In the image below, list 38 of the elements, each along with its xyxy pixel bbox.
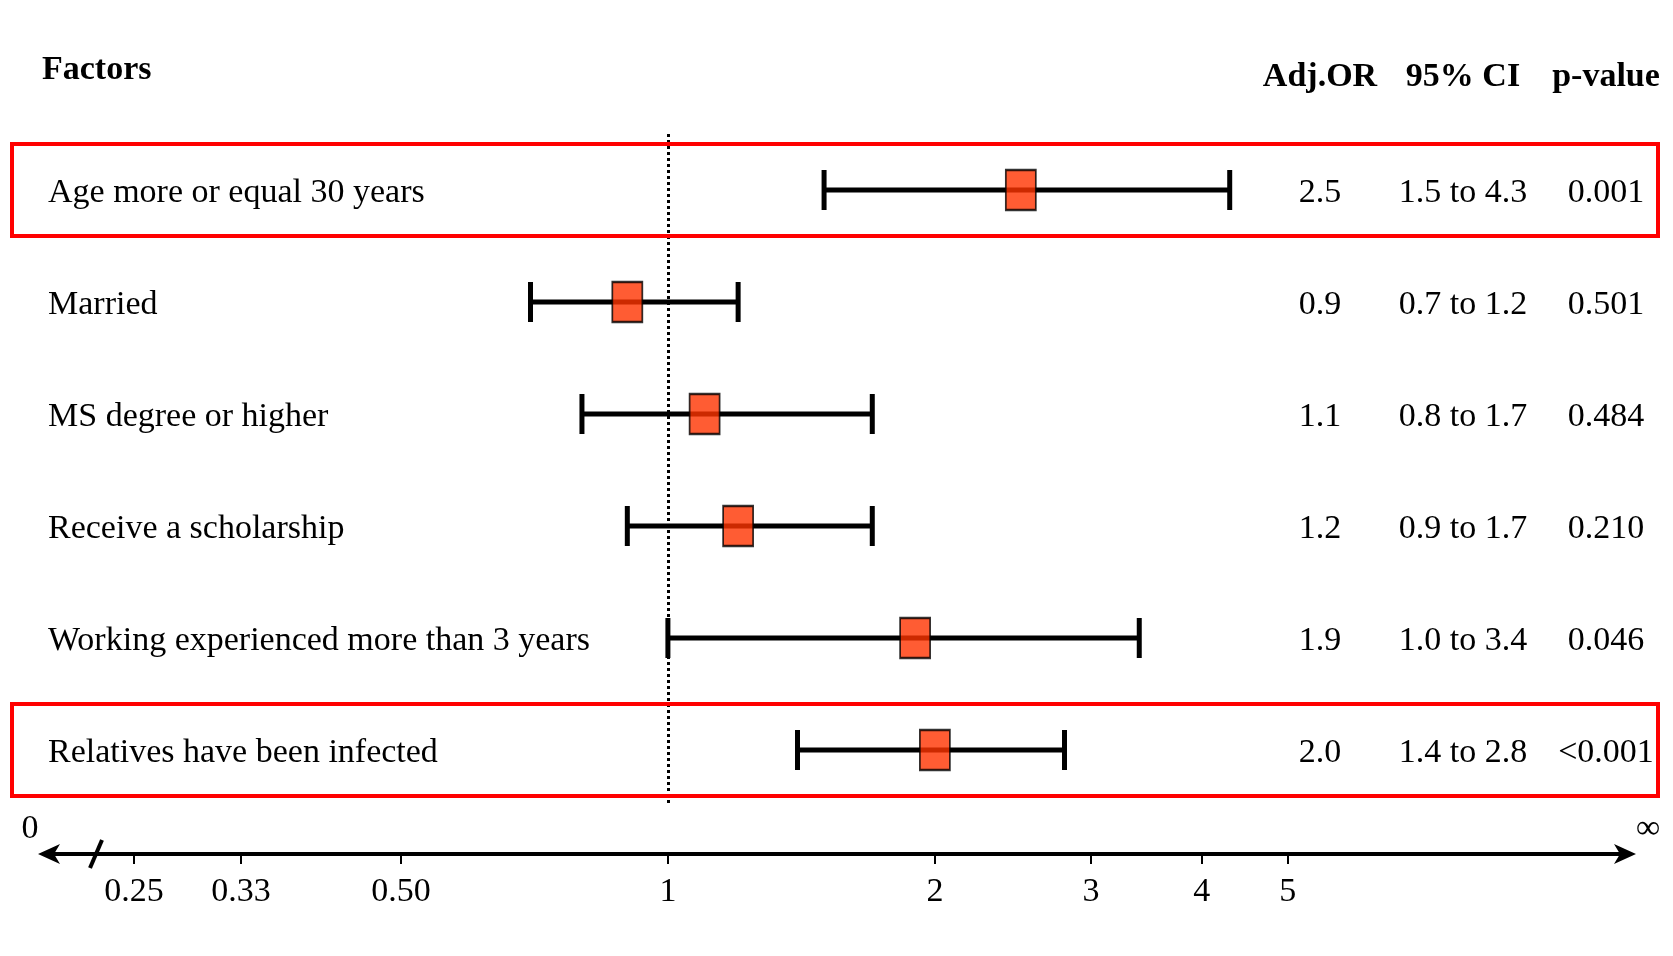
y-tick-label: Working experienced more than 3 years	[48, 619, 590, 657]
annotation: 1.9	[1298, 619, 1342, 657]
y-tick-label: Married	[48, 283, 158, 321]
x-tick-label: 1	[659, 870, 677, 908]
x-tick-label: 3	[1082, 870, 1100, 908]
y-axis-title: Factors	[42, 48, 152, 86]
annotation: 0.9	[1298, 283, 1342, 321]
annotation: 0.9 to 1.7	[1398, 507, 1528, 545]
annotation: 0.210	[1567, 507, 1645, 545]
annotation: 1.5 to 4.3	[1398, 171, 1528, 209]
annotation: 1.1	[1298, 395, 1342, 433]
x-tick-label: 5	[1279, 870, 1297, 908]
text: p-value	[1552, 55, 1660, 93]
annotation: 1.2	[1298, 507, 1342, 545]
annotation: 2.5	[1298, 171, 1342, 209]
annotation: 0.501	[1567, 283, 1645, 321]
text: 95% CI	[1405, 55, 1521, 93]
annotation: 0.046	[1567, 619, 1645, 657]
x-tick-label: 4	[1193, 870, 1211, 908]
annotation: 1.0 to 3.4	[1398, 619, 1528, 657]
annotation: 0.7 to 1.2	[1398, 283, 1528, 321]
annotation: <0.001	[1558, 731, 1654, 769]
y-tick-label: Age more or equal 30 years	[48, 171, 425, 209]
y-tick-label: Relatives have been infected	[48, 731, 438, 769]
x-tick-label: 0.50	[371, 870, 431, 908]
x-tick-label: 0.25	[104, 870, 164, 908]
x-tick-label: 2	[926, 870, 944, 908]
annotation: 0.8 to 1.7	[1398, 395, 1528, 433]
annotation: 1.4 to 2.8	[1398, 731, 1528, 769]
y-tick-label: Receive a scholarship	[48, 507, 345, 545]
x-tick-label: 0.33	[211, 870, 271, 908]
text: Adj.OR	[1262, 55, 1378, 93]
annotation: 2.0	[1298, 731, 1342, 769]
text: 0	[21, 807, 39, 845]
annotation: 0.484	[1567, 395, 1645, 433]
annotation: 0.001	[1567, 171, 1645, 209]
text: ∞	[1635, 807, 1661, 845]
y-tick-label: MS degree or higher	[48, 395, 330, 433]
